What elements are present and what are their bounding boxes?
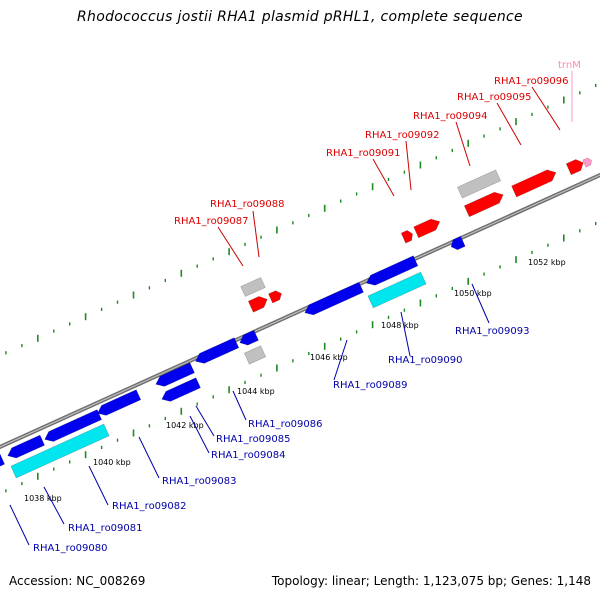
leader-ro09087 xyxy=(217,226,244,267)
leader-ro09086 xyxy=(232,390,247,421)
leader-ro09085 xyxy=(195,405,215,437)
gene-ro09087[interactable] xyxy=(247,296,268,313)
gene-ro09090[interactable] xyxy=(367,271,427,309)
position-ticks xyxy=(5,83,597,493)
gene-ro09095[interactable] xyxy=(511,169,557,198)
gene-ro09086-row[interactable] xyxy=(239,329,259,346)
leader-ro09090 xyxy=(400,311,411,357)
gene-features xyxy=(0,157,592,479)
leader-ro09091 xyxy=(372,158,395,197)
label-trnM[interactable]: trnM xyxy=(558,60,581,71)
gene-ro09088[interactable] xyxy=(268,290,282,304)
gene-ro09094[interactable] xyxy=(463,191,504,218)
label-ro09087[interactable]: RHA1_ro09087 xyxy=(174,216,249,227)
leader-ro09080 xyxy=(9,504,30,546)
gene-trnM[interactable] xyxy=(582,157,592,168)
leader-ro09084 xyxy=(189,415,210,454)
map-title: Rhodococcus jostii RHA1 plasmid pRHL1, c… xyxy=(77,9,523,25)
label-ro09092[interactable]: RHA1_ro09092 xyxy=(365,130,440,141)
gene-ro09084[interactable] xyxy=(161,377,201,402)
pseudo-gene-1050[interactable] xyxy=(457,169,501,199)
label-ro09088[interactable]: RHA1_ro09088 xyxy=(210,199,285,210)
gene-ro09093[interactable] xyxy=(450,235,466,251)
gene-ro09090-row[interactable] xyxy=(365,255,419,286)
leader-ro09093 xyxy=(471,283,490,324)
label-leaders xyxy=(9,71,573,546)
leader-ro09083 xyxy=(138,436,160,479)
gene-ro09085-row[interactable] xyxy=(195,337,240,364)
label-ro09086[interactable]: RHA1_ro09086 xyxy=(248,419,323,430)
label-ro09096[interactable]: RHA1_ro09096 xyxy=(494,76,569,87)
scale-label-1046: 1046 kbp xyxy=(310,353,348,362)
label-ro09094[interactable]: RHA1_ro09094 xyxy=(413,111,488,122)
pseudo-gene-1043[interactable] xyxy=(240,277,266,297)
gene-ro09092[interactable] xyxy=(413,218,441,239)
scale-label-1052: 1052 kbp xyxy=(528,258,566,267)
sequence-backbone xyxy=(0,172,600,450)
leader-ro09096 xyxy=(531,86,561,131)
scale-labels: 1038 kbp 1040 kbp 1042 kbp 1044 kbp 1046… xyxy=(24,258,566,503)
gene-ro09084-row[interactable] xyxy=(155,362,195,387)
label-ro09090[interactable]: RHA1_ro09090 xyxy=(388,355,463,366)
leader-ro09081 xyxy=(43,486,65,525)
leader-ro09092 xyxy=(405,140,412,191)
bottom-labels: RHA1_ro09080 RHA1_ro09081 RHA1_ro09082 R… xyxy=(33,326,530,554)
label-ro09093[interactable]: RHA1_ro09093 xyxy=(455,326,530,337)
topology-summary: Topology: linear; Length: 1,123,075 bp; … xyxy=(271,574,591,588)
label-ro09082[interactable]: RHA1_ro09082 xyxy=(112,501,187,512)
label-ro09089[interactable]: RHA1_ro09089 xyxy=(333,380,408,391)
top-labels: RHA1_ro09087 RHA1_ro09088 RHA1_ro09091 R… xyxy=(174,60,581,227)
label-ro09081[interactable]: RHA1_ro09081 xyxy=(68,523,143,534)
label-ro09091[interactable]: RHA1_ro09091 xyxy=(326,148,401,159)
gene-ro09082-row[interactable] xyxy=(44,409,102,442)
scale-label-1040: 1040 kbp xyxy=(93,458,131,467)
scale-label-1042: 1042 kbp xyxy=(166,421,204,430)
label-ro09085[interactable]: RHA1_ro09085 xyxy=(216,434,291,445)
gene-ro09081[interactable] xyxy=(10,423,110,479)
gene-ro09089[interactable] xyxy=(304,281,364,316)
accession-text: Accession: NC_008269 xyxy=(9,574,146,588)
scale-label-1038: 1038 kbp xyxy=(24,494,62,503)
gene-ro09083-row[interactable] xyxy=(97,389,142,416)
label-ro09084[interactable]: RHA1_ro09084 xyxy=(211,450,286,461)
leader-ro09089 xyxy=(333,339,348,381)
label-ro09095[interactable]: RHA1_ro09095 xyxy=(457,92,532,103)
label-ro09080[interactable]: RHA1_ro09080 xyxy=(33,543,108,554)
pseudo-gene-1044[interactable] xyxy=(243,345,267,365)
leader-ro09082 xyxy=(88,465,109,506)
leader-ro09095 xyxy=(496,102,522,146)
gene-ro09081-row[interactable] xyxy=(7,434,45,459)
gene-ro09091[interactable] xyxy=(400,230,413,244)
leader-ro09088 xyxy=(252,210,260,258)
scale-label-1044: 1044 kbp xyxy=(237,387,275,396)
gene-ro09096[interactable] xyxy=(565,159,584,176)
gene-ro09080[interactable] xyxy=(0,453,5,468)
leader-ro09094 xyxy=(455,121,471,167)
scale-label-1050: 1050 kbp xyxy=(454,289,492,298)
label-ro09083[interactable]: RHA1_ro09083 xyxy=(162,476,237,487)
scale-label-1048: 1048 kbp xyxy=(381,321,419,330)
